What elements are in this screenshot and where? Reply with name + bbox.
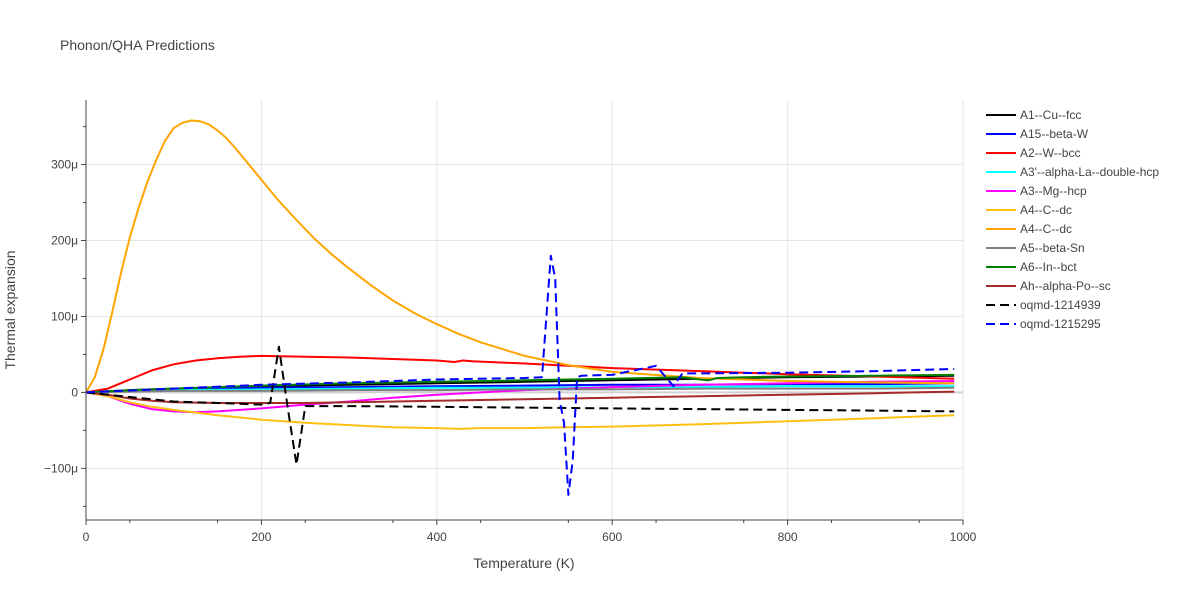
series-line <box>85 390 955 404</box>
legend-label: A3'--alpha-La--double-hcp <box>1020 165 1159 179</box>
legend-label: A5--beta-Sn <box>1020 241 1085 255</box>
x-tick-label: 400 <box>427 530 447 544</box>
legend-label: Ah--alpha-Po--sc <box>1020 279 1111 293</box>
grid <box>86 100 964 520</box>
legend-label: A3--Mg--hcp <box>1020 184 1087 198</box>
x-tick-label: 800 <box>778 530 798 544</box>
y-axis-title: Thermal expansion <box>2 250 18 369</box>
plot-area <box>85 119 955 496</box>
chart-title: Phonon/QHA Predictions <box>60 37 215 53</box>
legend-label: A2--W--bcc <box>1020 146 1080 160</box>
x-tick-label: 600 <box>602 530 622 544</box>
y-tick-label: 0 <box>71 385 78 399</box>
legend-label: A15--beta-W <box>1020 127 1089 141</box>
series-line <box>85 391 955 430</box>
y-tick-label: 200μ <box>51 234 78 248</box>
x-tick-label: 200 <box>251 530 271 544</box>
legend-label: oqmd-1215295 <box>1020 317 1101 331</box>
y-tick-label: 100μ <box>51 309 78 323</box>
x-axis-title: Temperature (K) <box>473 555 574 571</box>
series-line <box>85 119 955 393</box>
y-tick-label: −100μ <box>44 461 78 475</box>
legend-label: oqmd-1214939 <box>1020 298 1101 312</box>
y-tick-label: 300μ <box>51 158 78 172</box>
legend: A1--Cu--fcc A15--beta-W A2--W--bcc A3'--alp… <box>986 108 1159 331</box>
series-line <box>85 254 955 496</box>
series-line <box>85 386 955 394</box>
x-tick-label: 1000 <box>950 530 977 544</box>
legend-label: A6--In--bct <box>1020 260 1077 274</box>
legend-label: A4--C--dc <box>1020 203 1072 217</box>
series-line <box>85 345 955 466</box>
legend-label: A4--C--dc <box>1020 222 1072 236</box>
x-tick-label: 0 <box>83 530 90 544</box>
legend-label: A1--Cu--fcc <box>1020 108 1081 122</box>
axes: 0 200 400 600 800 1000 −100μ 0 100μ 200μ 300μ <box>44 100 977 544</box>
